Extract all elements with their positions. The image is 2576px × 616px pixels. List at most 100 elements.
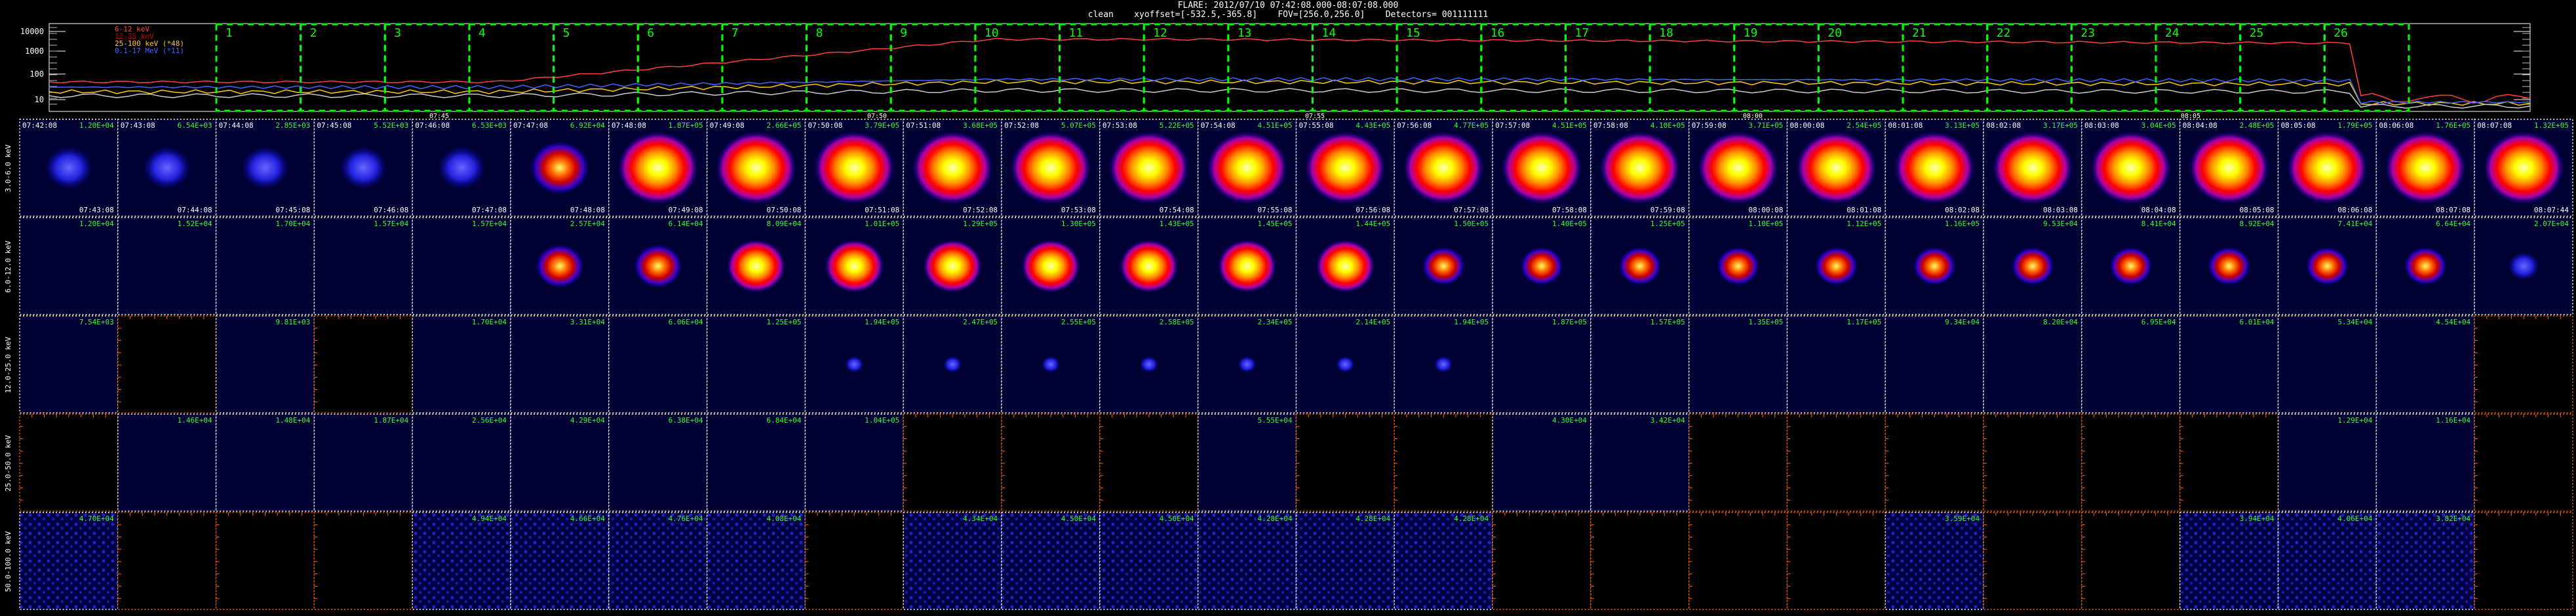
time-tick-label: 08:00: [1743, 113, 1763, 118]
image-cell: [1884, 414, 1984, 512]
count-label: 3.79E+05: [865, 121, 899, 130]
end-time-label: 07:45:08: [275, 206, 310, 214]
end-time-label: 08:01:08: [1846, 206, 1881, 214]
row-energy-label: 12.0-25.0 keV: [4, 337, 12, 393]
image-cell: 1.52E+04: [117, 217, 217, 315]
count-label: 1.57E+04: [472, 220, 507, 228]
image-cell: 1.87E+05 07:48:08 07:49:08: [608, 119, 708, 217]
image-cell: 6.54E+03 07:43:08 07:44:08: [117, 119, 217, 217]
image-cell: 5.34E+04: [2277, 315, 2377, 414]
image-cell: 2.47E+05: [903, 315, 1002, 414]
source-blob: [1814, 246, 1858, 286]
row-energy-label: 3.0-6.0 keV: [4, 144, 12, 192]
count-label: 4.28E+04: [1258, 514, 1293, 523]
end-time-label: 07:47:08: [472, 206, 507, 214]
image-cell: 3.94E+04: [2179, 512, 2279, 610]
count-label: 5.52E+03: [374, 121, 408, 130]
image-cell: 6.14E+04: [608, 217, 708, 315]
count-label: 6.92E+04: [570, 121, 605, 130]
curve-6-12kev: [49, 37, 2531, 104]
image-cell: 2.56E+04: [412, 414, 511, 512]
count-label: 4.30E+04: [1552, 416, 1587, 425]
image-cell: 9.53E+04: [1983, 217, 2082, 315]
count-label: 8.92E+04: [2240, 220, 2274, 228]
source-blob: [241, 145, 290, 190]
interval-number: 10: [985, 26, 999, 40]
interval-number: 18: [1659, 26, 1673, 40]
curve-0.1-17mev: [49, 77, 2531, 104]
interval-number: 9: [900, 26, 907, 40]
row-energy-label: 6.0-12.0 keV: [4, 241, 12, 293]
count-label: 4.28E+04: [1356, 514, 1390, 523]
image-cell: 1.30E+05: [1001, 217, 1101, 315]
image-cell: 2.14E+05: [1295, 315, 1395, 414]
count-label: 4.51E+05: [1258, 121, 1293, 130]
count-label: 4.10E+05: [1650, 121, 1685, 130]
count-label: 3.94E+04: [2240, 514, 2274, 523]
count-label: 4.70E+04: [79, 514, 114, 523]
count-label: 1.87E+05: [669, 121, 703, 130]
source-blob: [2286, 131, 2368, 204]
source-blob: [726, 239, 786, 293]
end-time-label: 07:48:08: [570, 206, 605, 214]
count-label: 2.55E+05: [1061, 318, 1096, 326]
count-label: 4.76E+04: [669, 514, 703, 523]
count-label: 1.16E+05: [1945, 220, 1980, 228]
image-cell: 4.08E+04: [706, 512, 806, 610]
start-time-label: 07:54:08: [1201, 121, 1236, 130]
source-blob: [530, 141, 590, 195]
image-cell: 6.95E+04: [2081, 315, 2181, 414]
end-time-label: 07:51:08: [865, 206, 899, 214]
image-cell: 6.53E+03 07:46:08 07:47:08: [412, 119, 511, 217]
legend-entry: 25-100 keV (*48): [115, 39, 184, 48]
end-time-label: 07:53:08: [1061, 206, 1096, 214]
interval-number: 17: [1574, 26, 1589, 40]
time-tick-label: 08:05: [2181, 113, 2200, 118]
image-cell: [313, 315, 413, 414]
image-cell: 3.79E+05 07:50:08 07:51:08: [804, 119, 905, 217]
count-label: 1.30E+05: [1061, 220, 1096, 228]
legend-entry: 6-12 keV: [115, 25, 149, 33]
image-cell: 1.94E+05: [1394, 315, 1493, 414]
image-cell: 6.38E+04: [608, 414, 708, 512]
source-blob: [2385, 131, 2467, 204]
time-tick-label: 07:55: [1305, 113, 1325, 118]
count-label: 6.06E+04: [669, 318, 703, 326]
count-label: 8.09E+04: [766, 220, 801, 228]
image-cell: 2.48E+05 08:04:08 08:05:08: [2179, 119, 2279, 217]
interval-box: [2323, 23, 2410, 112]
source-blob: [1010, 131, 1091, 204]
image-cell: [19, 414, 119, 512]
count-label: 1.01E+05: [865, 220, 899, 228]
image-cell: [215, 512, 315, 610]
source-blob: [1217, 239, 1277, 293]
end-time-label: 08:00:08: [1749, 206, 1784, 214]
image-cell: [804, 512, 905, 610]
image-cell: 3.17E+05 08:02:08 08:03:08: [1983, 119, 2082, 217]
time-tick-label: 07:45: [429, 113, 449, 118]
source-blob: [617, 131, 699, 204]
image-cell: 4.94E+04: [412, 512, 511, 610]
count-label: 6.01E+04: [2240, 318, 2274, 326]
count-label: 1.87E+04: [374, 416, 408, 425]
end-time-label: 08:03:08: [2043, 206, 2078, 214]
end-time-label: 07:52:08: [963, 206, 998, 214]
image-cell: 1.16E+05: [1884, 217, 1984, 315]
image-cell: 1.43E+05: [1099, 217, 1199, 315]
count-label: 6.95E+04: [2141, 318, 2176, 326]
count-label: 3.31E+04: [570, 318, 605, 326]
image-cell: [1983, 414, 2082, 512]
count-label: 5.22E+05: [1160, 121, 1194, 130]
interval-number: 13: [1238, 26, 1252, 40]
start-time-label: 07:51:08: [906, 121, 941, 130]
image-cell: 4.10E+05 07:58:08 07:59:08: [1590, 119, 1690, 217]
count-label: 1.32E+05: [2534, 121, 2569, 130]
source-blob: [1206, 131, 1288, 204]
source-blob: [2404, 246, 2448, 286]
interval-number: 23: [2080, 26, 2095, 40]
image-cell: 6.92E+04 07:47:08 07:48:08: [510, 119, 610, 217]
curve-25-100kev: [49, 79, 2531, 106]
image-cell: 4.06E+04: [2277, 512, 2377, 610]
count-label: 2.14E+05: [1356, 318, 1390, 326]
